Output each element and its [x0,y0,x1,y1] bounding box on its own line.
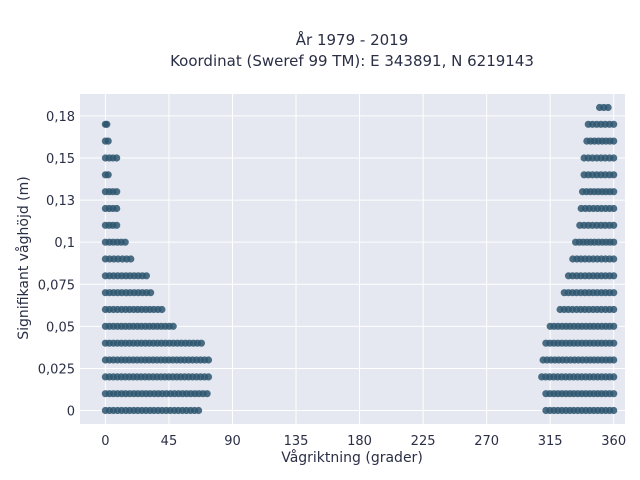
x-axis-label: Vågriktning (grader) [281,449,423,466]
data-point [610,272,618,280]
data-point [121,238,129,246]
plot-area [80,94,625,424]
data-point [204,373,213,381]
data-point [203,390,211,398]
data-point [147,289,155,297]
data-point [610,204,618,213]
y-tick-label: 0 [67,405,75,420]
grid [80,94,625,424]
y-axis-label: Signifikant våghöjd (m) [15,176,32,339]
x-tick-label: 90 [224,434,241,449]
data-point [610,221,618,229]
x-tick-label: 0 [101,434,109,449]
data-point [158,305,166,314]
x-tick-label: 360 [601,434,626,449]
chart-title: År 1979 - 2019 [296,30,409,49]
data-point [610,289,618,297]
data-point [604,103,612,112]
data-points [101,103,618,415]
data-point [610,255,618,263]
x-axis-ticks: 0 45 90 135 180 225 270 315 360 [101,434,626,449]
data-point [195,406,203,415]
data-point [610,356,618,364]
data-point [169,322,177,330]
data-point [113,154,121,162]
x-tick-label: 45 [161,434,178,449]
data-point [610,305,618,314]
data-point [104,171,112,179]
data-point [610,339,618,347]
chart-subtitle: Koordinat (Sweref 99 TM): E 343891, N 62… [170,52,534,70]
x-tick-label: 225 [411,434,436,449]
data-point [610,171,618,179]
data-point [142,272,150,280]
x-tick-label: 315 [538,434,563,449]
data-point [197,339,205,347]
data-point [610,120,618,128]
data-point [610,238,618,246]
data-point [113,221,121,229]
data-point [204,356,213,364]
y-tick-label: 0,13 [46,194,75,209]
data-point [113,204,121,213]
x-tick-label: 135 [284,434,309,449]
data-point [113,188,121,196]
y-tick-label: 0,1 [54,236,75,251]
y-tick-label: 0,075 [38,278,75,293]
data-point [127,255,135,263]
y-tick-label: 0,025 [38,362,75,377]
data-point [610,373,618,381]
y-tick-label: 0,15 [46,152,75,167]
y-axis-ticks: 0 0,025 0,05 0,075 0,1 0,13 0,15 0,18 [38,110,75,420]
data-point [610,188,618,196]
y-tick-label: 0,05 [46,320,75,335]
data-point [610,137,618,145]
data-point [103,120,111,128]
y-tick-label: 0,18 [46,110,75,125]
data-point [610,406,618,415]
x-tick-label: 180 [347,434,372,449]
data-point [610,390,618,398]
data-point [610,154,618,162]
data-point [610,322,618,330]
x-tick-label: 270 [474,434,499,449]
data-point [104,137,112,145]
